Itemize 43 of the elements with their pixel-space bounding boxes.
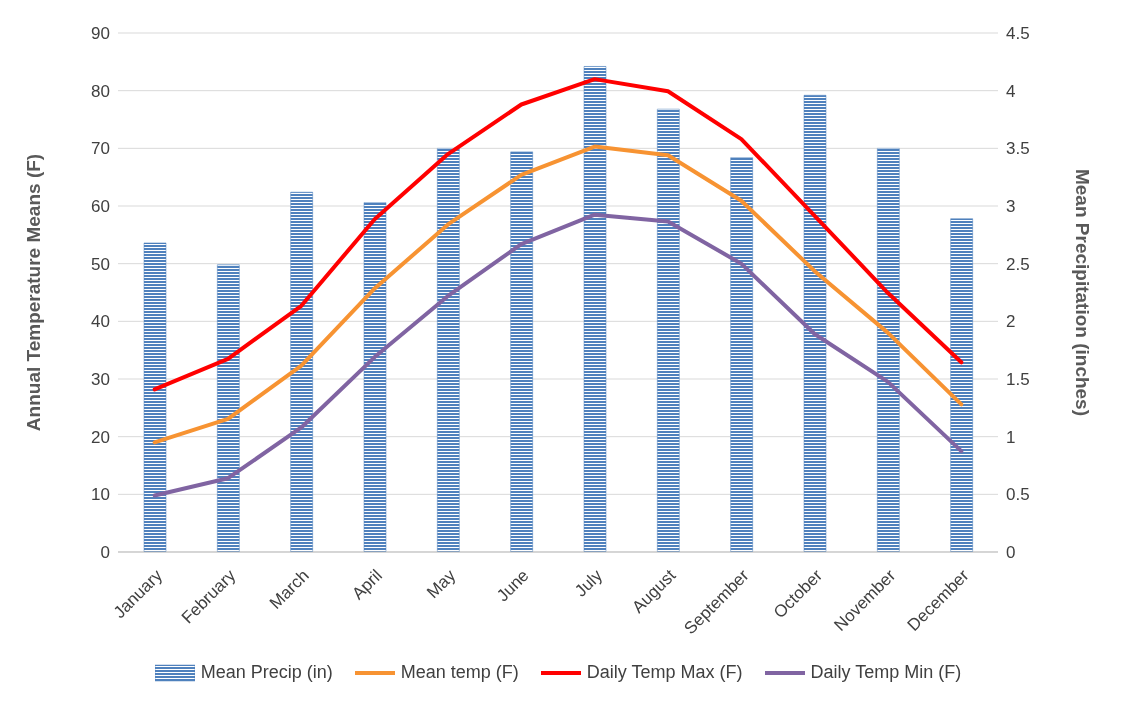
y-tick-label: 60	[91, 197, 110, 217]
y-tick-label: 0	[100, 543, 110, 563]
y-tick-label: 90	[91, 24, 110, 44]
y-tick-label: 30	[91, 370, 110, 390]
bar	[437, 148, 460, 552]
line-series	[152, 77, 964, 392]
legend-label: Mean temp (F)	[400, 662, 519, 683]
y2-tick-label: 0.5	[1006, 485, 1030, 505]
bar	[950, 218, 973, 552]
y2-tick-label: 4.5	[1006, 24, 1030, 44]
bar	[583, 66, 607, 552]
legend-label: Daily Temp Max (F)	[586, 662, 743, 683]
y2-tick-label: 1.5	[1006, 370, 1030, 390]
bar	[877, 148, 900, 552]
bar	[143, 242, 167, 552]
bar	[510, 151, 533, 552]
bar	[657, 108, 680, 552]
line-series	[152, 212, 964, 498]
y-tick-label: 20	[91, 427, 110, 447]
y-tick-label: 80	[91, 81, 110, 101]
y2-tick-label: 2	[1006, 312, 1016, 332]
y-tick-label: 70	[91, 139, 110, 159]
y-tick-label: 10	[91, 485, 110, 505]
x-tick-label: July	[571, 565, 607, 601]
y2-tick-label: 3.5	[1006, 139, 1030, 159]
bar	[730, 157, 753, 552]
bar	[290, 191, 313, 552]
x-tick-label: May	[423, 565, 460, 603]
y2-tick-label: 1	[1006, 427, 1016, 447]
y2-tick-label: 3	[1006, 197, 1016, 217]
y-tick-label: 40	[91, 312, 110, 332]
bar	[217, 264, 240, 552]
line-series	[152, 144, 964, 445]
y2-tick-label: 2.5	[1006, 254, 1030, 274]
y-axis-title: Annual Temperature Means (F)	[22, 153, 44, 432]
y2-tick-label: 0	[1006, 543, 1016, 563]
bar	[803, 95, 827, 552]
y-tick-label: 50	[91, 254, 110, 274]
bar	[363, 202, 387, 552]
y2-tick-label: 4	[1006, 81, 1016, 101]
y2-axis-title: Mean Precipitation (inches)	[1072, 168, 1094, 417]
legend-label: Daily Temp Min (F)	[810, 662, 962, 683]
legend-label: Mean Precip (in)	[200, 662, 333, 683]
